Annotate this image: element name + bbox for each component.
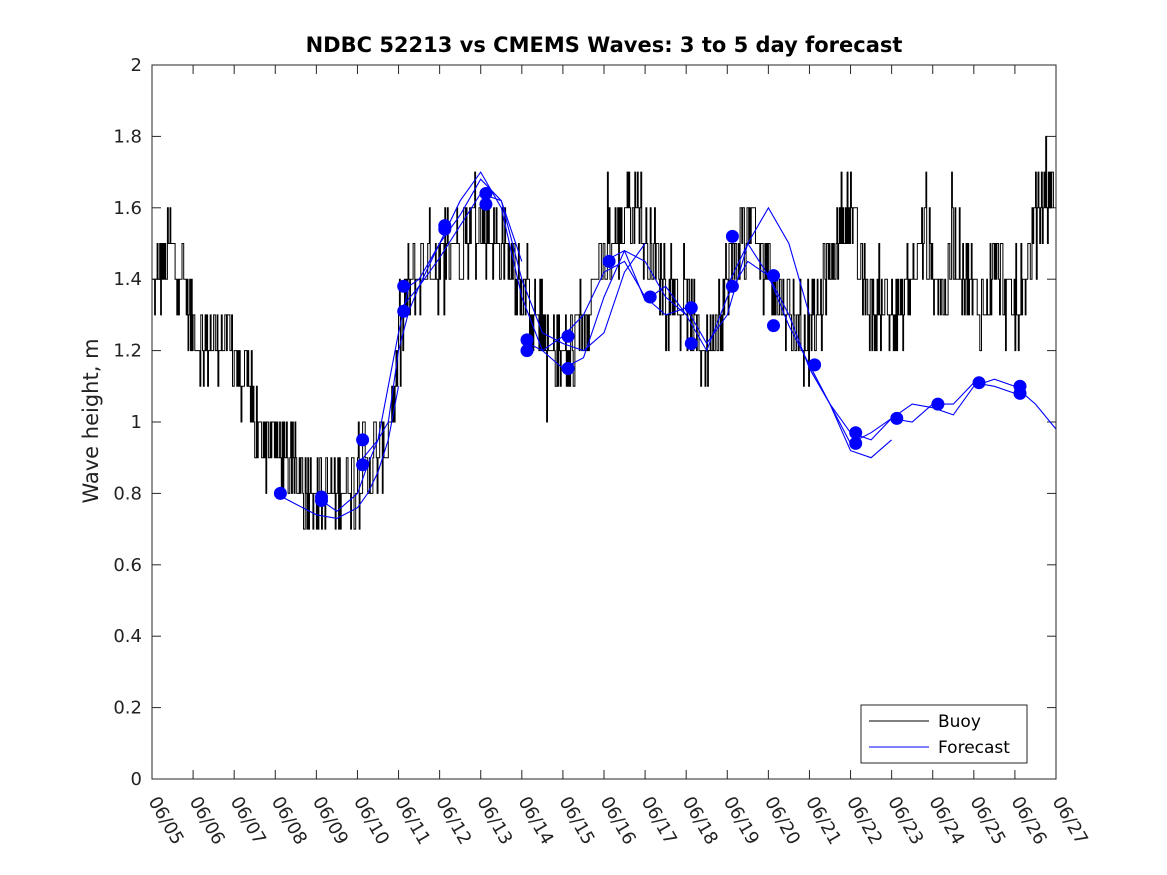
y-tick-label: 0.6 [113,555,142,576]
x-tick-label: 06/21 [801,793,845,848]
forecast-marker [273,486,287,500]
forecast-line [521,206,811,352]
y-tick-label: 0.8 [113,483,142,504]
x-tick-label: 06/16 [596,793,640,848]
forecast-marker [315,494,328,507]
forecast-marker [972,376,986,390]
x-tick-label: 06/22 [842,793,886,848]
y-tick-label: 0.4 [113,626,142,647]
forecast-marker [356,458,370,472]
forecast-marker [767,319,780,333]
x-tick-label: 06/09 [308,793,352,848]
forecast-marker [643,290,657,304]
forecast-marker [356,433,370,447]
forecast-marker [725,229,739,243]
buoy-line [152,135,1054,530]
chart-title: NDBC 52213 vs CMEMS Waves: 3 to 5 day fo… [306,33,903,57]
plot-area [152,65,1056,779]
forecast-marker [520,333,534,347]
plot-frame [151,64,1057,780]
forecast-line [357,178,646,466]
forecast-marker [767,269,780,283]
x-tick-label: 06/19 [719,793,763,848]
legend-label-forecast: Forecast [938,738,1010,758]
x-tick-label: 06/12 [431,793,475,848]
x-tick-label: 06/27 [1048,793,1092,848]
forecast-marker [479,187,493,200]
legend-label-buoy: Buoy [938,712,981,732]
y-tick-label: 2 [131,55,142,76]
x-tick-label: 06/26 [1007,793,1051,848]
forecast-marker [479,197,493,211]
x-tick-label: 06/13 [472,793,516,848]
y-tick-label: 1.2 [113,341,142,362]
x-tick-label: 06/11 [390,793,434,848]
forecast-marker [890,411,904,425]
y-tick-label: 1.4 [113,269,142,290]
x-tick-label: 06/05 [144,793,188,848]
forecast-marker [397,304,411,318]
forecast-marker [520,344,534,358]
forecast-marker [1013,386,1027,400]
forecast-line [726,242,1016,445]
forecast-marker [684,301,698,315]
x-tick-label: 06/14 [513,793,557,848]
forecast-marker [561,362,575,375]
forecast-marker [849,436,863,450]
x-tick-label: 06/25 [965,793,1009,848]
forecast-marker [808,358,822,372]
x-tick-label: 06/17 [637,793,681,848]
forecast-marker [725,279,739,293]
y-tick-label: 1 [131,412,142,433]
forecast-markers [273,187,1027,507]
forecast-marker [849,426,863,440]
legend: Buoy Forecast [860,704,1028,764]
forecast-marker [561,329,575,343]
forecast-marker [602,254,616,268]
forecast-marker [684,337,698,350]
x-tick-label: 06/07 [226,793,270,848]
y-tick-label: 1.6 [113,198,142,219]
forecast-marker [931,397,945,411]
y-tick-label: 0.2 [113,698,142,719]
x-tick-label: 06/18 [678,793,722,848]
x-tick-label: 06/24 [924,793,968,848]
x-tick-label: 06/06 [185,793,229,848]
y-tick-label: 1.8 [113,126,142,147]
buoy-series [152,135,1054,530]
y-tick-label: 0 [131,769,142,790]
x-tick-label: 06/23 [883,793,927,848]
forecast-line [275,386,400,519]
legend-box [860,704,1028,764]
x-tick-label: 06/20 [760,793,804,848]
x-tick-label: 06/10 [349,793,393,848]
x-tick-label: 06/08 [267,793,311,848]
y-axis-label: Wave height, m [79,338,103,503]
x-tick-label: 06/15 [555,793,599,848]
forecast-marker [397,279,411,293]
forecast-marker [438,222,452,236]
